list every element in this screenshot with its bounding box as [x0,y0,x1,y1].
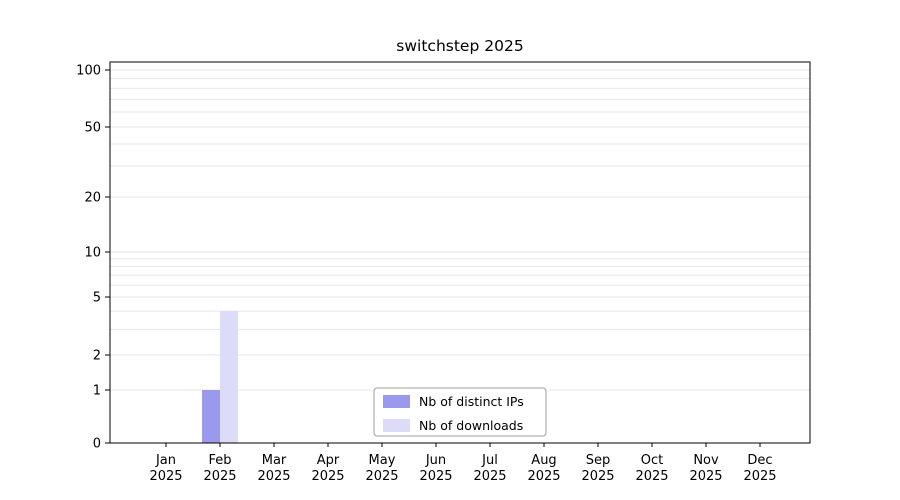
legend-label: Nb of distinct IPs [419,394,524,409]
x-tick-label-year: 2025 [257,469,290,484]
x-tick-label-year: 2025 [149,469,182,484]
legend-swatch [383,419,410,432]
y-tick-label: 1 [93,384,101,399]
x-tick-label-month: Jun [425,453,446,468]
x-tick-label-month: May [369,453,396,468]
legend-box [373,387,547,437]
x-tick-label-month: Nov [693,453,719,468]
y-tick-label: 5 [93,291,101,306]
y-tick-label: 50 [84,121,101,136]
x-tick-label-month: Feb [208,453,231,468]
x-tick-label-month: Apr [317,453,340,468]
y-tick-label: 20 [84,191,101,206]
y-tick-label: 2 [93,349,101,364]
x-tick-label-month: Oct [641,453,663,468]
y-tick-label: 0 [93,437,101,452]
bar [220,311,238,443]
x-tick-label-year: 2025 [527,469,560,484]
x-tick-label-year: 2025 [635,469,668,484]
x-tick-label-month: Jul [481,453,498,468]
x-tick-label-year: 2025 [365,469,398,484]
legend-swatch [383,395,410,408]
x-tick-label-month: Sep [586,453,611,468]
x-tick-label-year: 2025 [311,469,344,484]
x-tick-label-year: 2025 [419,469,452,484]
x-tick-label-year: 2025 [473,469,506,484]
x-tick-label-year: 2025 [203,469,236,484]
x-tick-label-year: 2025 [581,469,614,484]
x-tick-label-year: 2025 [743,469,776,484]
bar [202,390,220,443]
x-tick-label-month: Mar [262,453,287,468]
y-tick-label: 10 [84,246,101,261]
legend-label: Nb of downloads [419,418,523,433]
x-tick-label-month: Jan [155,453,176,468]
y-tick-label: 100 [76,64,101,79]
chart-title: switchstep 2025 [396,37,523,55]
x-tick-label-year: 2025 [689,469,722,484]
x-tick-label-month: Dec [747,453,772,468]
x-tick-label-month: Aug [531,453,556,468]
